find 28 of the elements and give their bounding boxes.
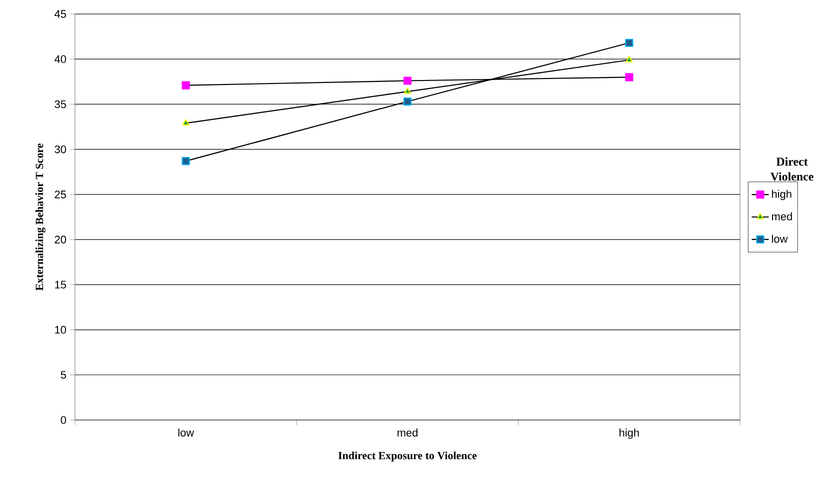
y-tick-label: 30 [54, 145, 66, 154]
legend-label: med [772, 212, 792, 220]
y-tick-label: 20 [54, 236, 66, 244]
legend-label: high [772, 190, 792, 200]
x-tick-label: med [398, 428, 418, 437]
legend-label: low [772, 234, 788, 243]
y-tick-label: 45 [54, 10, 66, 18]
legend-title: Direct Violence [770, 157, 814, 181]
y-axis-title: Externalizing Behavior T Score [35, 144, 46, 291]
x-tick-label: low [178, 428, 194, 437]
y-tick-label: 5 [60, 371, 66, 379]
point [403, 97, 412, 106]
y-tick-label: 35 [54, 100, 66, 108]
y-tick-label: 25 [54, 190, 66, 198]
y-tick-label: 15 [55, 280, 66, 288]
point [625, 38, 634, 47]
point [182, 119, 190, 126]
x-axis-title: Indirect Exposure to Violence [338, 452, 477, 462]
x-tick-label: high [620, 428, 639, 439]
point [626, 56, 633, 62]
point [404, 88, 412, 94]
point [625, 73, 634, 82]
y-tick-label: 10 [55, 326, 66, 334]
point [403, 76, 412, 85]
point [182, 81, 190, 90]
point [182, 157, 190, 166]
y-tick-label: 0 [60, 416, 66, 424]
y-tick-label: 40 [54, 55, 66, 63]
